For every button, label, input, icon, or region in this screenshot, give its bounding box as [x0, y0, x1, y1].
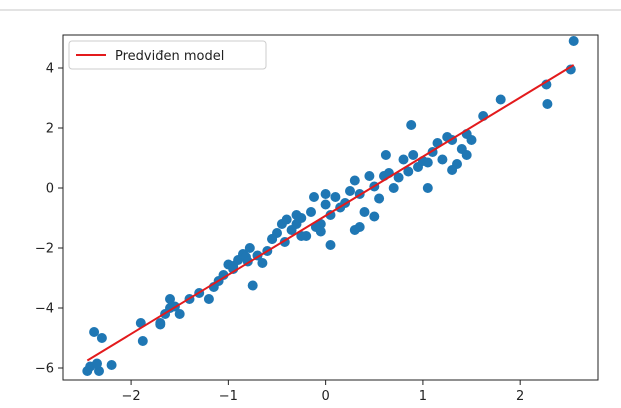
data-point: [398, 154, 409, 165]
data-point: [309, 192, 319, 202]
data-point: [349, 225, 360, 235]
data-point: [155, 319, 166, 330]
data-point: [291, 219, 302, 229]
data-point: [388, 183, 399, 193]
x-tick-label: −2: [122, 389, 141, 404]
data-point: [403, 166, 414, 177]
data-point: [422, 183, 433, 193]
data-point: [315, 219, 326, 229]
data-point: [244, 243, 255, 253]
data-point: [393, 172, 404, 183]
data-point: [568, 36, 579, 46]
data-point: [369, 211, 380, 222]
data-point: [306, 207, 316, 217]
data-point: [447, 165, 458, 175]
data-point: [542, 99, 553, 109]
data-point: [165, 303, 175, 313]
data-point: [203, 294, 214, 304]
data-point: [380, 150, 391, 160]
data-point: [466, 135, 477, 145]
data-point: [247, 280, 258, 291]
data-point: [281, 214, 292, 225]
data-point: [267, 234, 278, 244]
data-point: [359, 207, 370, 217]
data-point: [165, 294, 175, 304]
x-tick-label: −1: [219, 389, 238, 404]
data-point: [296, 231, 307, 241]
data-point: [408, 150, 419, 160]
data-point: [349, 175, 360, 186]
data-point: [330, 192, 341, 202]
data-point: [495, 94, 506, 105]
x-tick-label: 1: [419, 389, 427, 404]
data-point: [364, 171, 375, 181]
y-tick-label: 2: [46, 122, 54, 137]
data-point: [320, 199, 331, 210]
data-point: [92, 358, 102, 369]
legend: Predviđen model: [68, 40, 267, 70]
fit-line-layer: [86, 64, 575, 362]
data-point: [374, 193, 385, 204]
data-point: [406, 120, 417, 130]
y-axis: −6 −4 −2 0 2 4: [35, 62, 63, 377]
data-point: [218, 270, 229, 280]
data-point: [94, 366, 104, 376]
data-point: [96, 333, 107, 343]
data-point: [257, 258, 268, 268]
data-point: [315, 226, 326, 237]
y-tick-label: −2: [35, 242, 54, 257]
top-divider: [0, 9, 621, 11]
x-axis: −2 −1 0 1 2: [122, 380, 524, 404]
y-tick-label: 0: [46, 182, 54, 197]
data-point: [320, 189, 331, 199]
data-point: [422, 157, 433, 168]
data-point: [565, 64, 576, 75]
plot-area: [62, 34, 599, 381]
legend-box: [68, 40, 267, 70]
data-point: [437, 154, 448, 165]
data-point: [345, 186, 355, 196]
legend-label: Predviđen model: [115, 49, 224, 64]
data-point: [325, 240, 336, 250]
y-tick-label: 4: [46, 62, 54, 77]
data-point: [106, 360, 117, 370]
x-tick-label: 0: [321, 389, 329, 404]
data-point: [174, 309, 185, 319]
y-tick-label: −4: [35, 302, 54, 317]
x-tick-label: 2: [516, 389, 524, 404]
fit-line: [86, 64, 575, 362]
data-point: [325, 210, 336, 220]
data-point: [89, 327, 100, 337]
data-point: [461, 150, 472, 160]
y-tick-label: −6: [35, 362, 54, 377]
data-point: [137, 336, 148, 346]
